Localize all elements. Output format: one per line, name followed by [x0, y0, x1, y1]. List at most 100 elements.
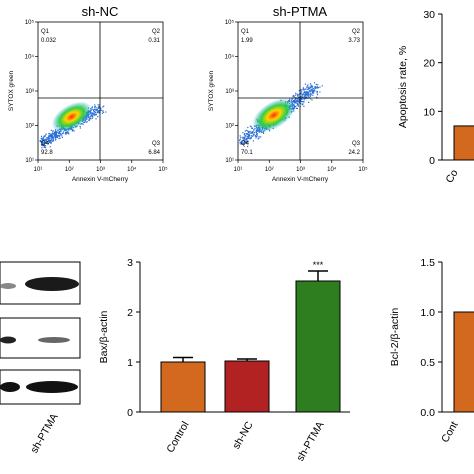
flow-event-dot	[299, 99, 302, 101]
flow-event-dot	[243, 137, 245, 139]
flow-event-dot	[301, 101, 304, 103]
flow-xtick-label: 10³	[296, 167, 305, 173]
flow-event-dot	[88, 119, 90, 121]
flow-event-dot	[310, 92, 312, 94]
flow-event-dot	[303, 92, 305, 94]
flow-event-dot	[296, 101, 298, 103]
flow-event-dot	[310, 89, 312, 91]
flow-event-dot	[246, 136, 248, 138]
flow-event-dot	[103, 105, 105, 107]
flow-event-dot	[248, 135, 250, 137]
flow-event-dot	[314, 86, 316, 88]
flow-event-dot	[42, 138, 44, 140]
flow-event-dot	[93, 114, 95, 116]
flow-event-dot	[48, 141, 50, 143]
blot-band-bax-nc	[0, 283, 16, 289]
flow-event-dot	[250, 125, 252, 128]
flow-event-dot	[51, 137, 53, 139]
flow-event-dot	[308, 91, 310, 93]
flow-event-dot	[248, 131, 250, 133]
flow-event-dot	[303, 101, 305, 103]
flow-event-dot	[299, 98, 302, 100]
flow-event-dot	[62, 133, 64, 135]
flow-event-dot	[304, 94, 306, 96]
flow-event-dot	[309, 95, 311, 97]
flow-event-dot	[315, 87, 317, 89]
flow-event-dot	[239, 141, 241, 143]
flow-event-dot	[96, 109, 98, 111]
flow-event-dot	[91, 117, 93, 120]
flow-event-dot	[312, 85, 314, 87]
flow-event-dot	[98, 112, 100, 114]
flow-event-dot	[302, 93, 304, 95]
flow-event-dot	[317, 84, 319, 86]
quadrant-name-q4-sh-ptma: Q4	[241, 141, 250, 147]
bcl2-chart: 0.0 0.5 1.0 1.5 Bcl-2/β-actin Cont	[389, 257, 474, 445]
flow-event-dot	[94, 109, 96, 111]
flow-event-dot	[300, 89, 302, 91]
flow-event-dot	[102, 110, 104, 112]
flow-event-dot	[256, 134, 258, 136]
flow-event-dot	[254, 135, 256, 137]
flow-event-dot	[312, 92, 314, 94]
flow-event-dot	[95, 118, 97, 120]
flow-ytick-label: 10³	[25, 89, 34, 95]
quadrant-value-q4-sh-nc: 92.8	[41, 150, 53, 156]
flow-event-dot	[56, 136, 58, 138]
flow-event-dot	[43, 136, 45, 138]
flow-event-dot	[52, 138, 54, 140]
quadrant-name-q3-sh-ptma: Q3	[352, 141, 361, 147]
flow-ytick-label: 10³	[225, 89, 234, 95]
flow-event-dot	[251, 135, 253, 137]
flow-event-dot	[311, 88, 313, 91]
flow-event-dot	[315, 96, 318, 98]
ytick-label: 1.0	[420, 307, 435, 319]
xtick-label: Control	[164, 420, 191, 455]
flow-event-dot	[42, 138, 45, 140]
flow-event-dot	[92, 112, 94, 114]
flow-event-dot	[295, 92, 297, 94]
significance-marker: ***	[313, 260, 324, 270]
flow-event-dot	[66, 132, 68, 134]
flow-event-dot	[52, 131, 54, 133]
flow-event-dot	[89, 118, 91, 120]
flow-event-dot	[54, 137, 56, 139]
ytick-label: 10	[423, 106, 435, 118]
flow-event-dot	[93, 113, 95, 115]
flow-event-dot	[50, 135, 52, 137]
flow-event-dot	[51, 138, 53, 140]
flow-event-dot	[52, 140, 54, 142]
flow-event-dot	[82, 123, 84, 125]
flow-event-dot	[45, 138, 47, 140]
flow-event-dot	[94, 104, 96, 106]
flow-event-dot	[54, 135, 56, 137]
flow-event-dot	[298, 100, 300, 102]
flow-event-dot	[43, 142, 45, 145]
flow-event-dot	[41, 141, 43, 143]
quadrant-name-q1-sh-ptma: Q1	[241, 29, 250, 35]
flow-xtick-label: 10¹	[234, 167, 243, 173]
flow-event-dot	[59, 132, 61, 134]
flow-event-dot	[48, 136, 50, 138]
flow-event-dot	[256, 136, 258, 138]
flow-event-dot	[256, 135, 258, 137]
flow-density-core	[51, 101, 92, 132]
flow-event-dot	[260, 136, 262, 138]
flow-event-dot	[56, 131, 58, 133]
flow-event-dot	[314, 89, 316, 91]
flow-scatter-cloud-sh-ptma	[239, 82, 323, 148]
flow-event-dot	[249, 130, 251, 132]
quadrant-name-q1-sh-nc: Q1	[41, 29, 50, 35]
flow-xtick-label: 10²	[265, 167, 274, 173]
flow-event-dot	[68, 133, 70, 135]
flow-event-dot	[301, 91, 303, 93]
apoptosis-category-label: Co	[443, 167, 460, 185]
flow-event-dot	[51, 135, 54, 137]
flow-event-dot	[252, 133, 254, 135]
quadrant-value-q1-sh-ptma: 1.99	[241, 38, 253, 44]
flow-event-dot	[247, 137, 249, 139]
flow-event-dot	[51, 134, 53, 136]
flow-event-dot	[41, 139, 43, 141]
flow-event-dot	[54, 139, 56, 141]
